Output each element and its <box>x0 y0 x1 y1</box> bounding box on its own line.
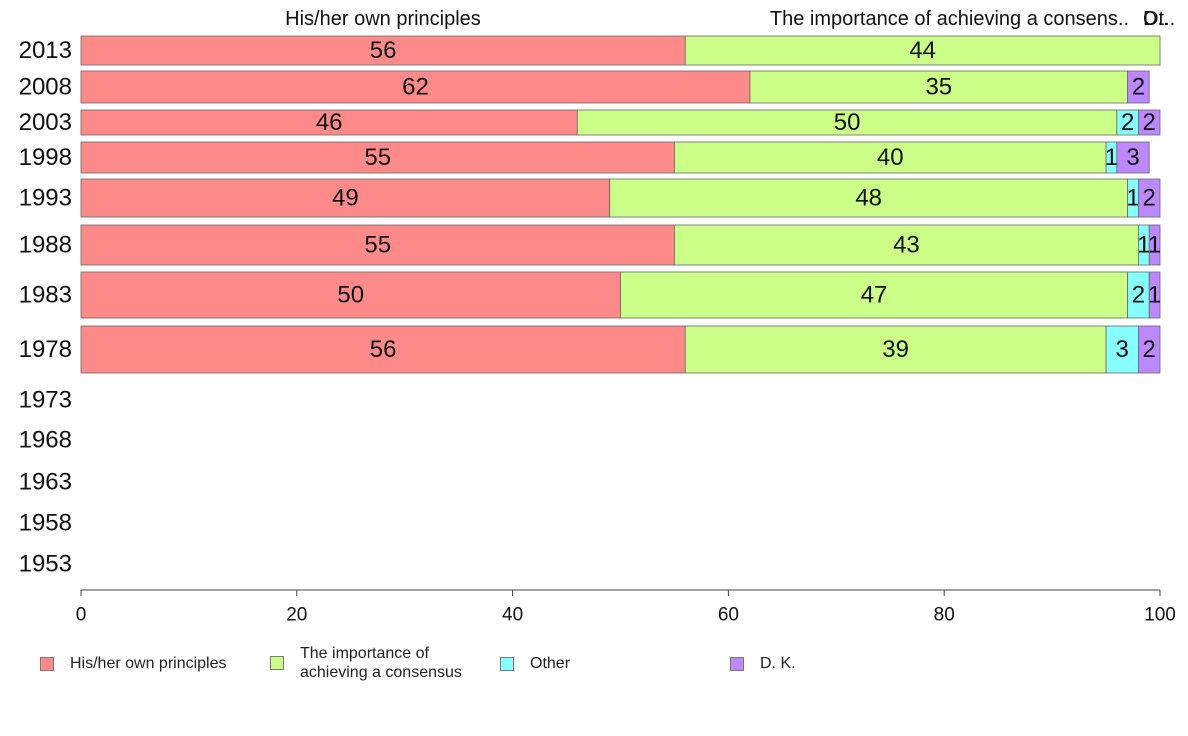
top-series-label: The importance of achieving a consens.. <box>770 8 1129 30</box>
y-tick-label: 1988 <box>19 232 72 259</box>
y-tick-label: 1973 <box>19 387 72 414</box>
bar-segment <box>1138 178 1161 218</box>
bar-segment <box>80 325 686 374</box>
data-label: 47 <box>861 282 888 309</box>
top-series-label: Ot.. <box>1143 8 1175 30</box>
y-tick-label: 2003 <box>19 109 72 136</box>
legend-swatch-consensus <box>270 656 284 670</box>
data-label: 3 <box>1126 144 1139 171</box>
y-tick-label: 1978 <box>19 336 72 363</box>
x-tick-label: 80 <box>934 605 955 626</box>
legend-label-other: Other <box>530 655 571 672</box>
x-tick-label: 0 <box>76 605 87 626</box>
bar-segment <box>620 271 1129 319</box>
data-label: 62 <box>402 74 429 101</box>
data-label: 3 <box>1116 336 1129 363</box>
bar-segment <box>1138 109 1161 136</box>
data-label: 49 <box>332 185 359 212</box>
bar-segment <box>1127 70 1150 104</box>
data-label: 50 <box>834 109 861 136</box>
data-label: 1 <box>1126 185 1139 212</box>
top-series-label: D.. <box>1143 8 1169 30</box>
y-tick-label: 1958 <box>19 510 72 537</box>
bar-segment <box>684 35 1161 66</box>
bar-segment <box>1105 325 1139 374</box>
y-tick-label: 1993 <box>19 185 72 212</box>
legend-swatch-principles <box>40 656 54 671</box>
legend: His/her own principles The importance of… <box>0 640 1188 700</box>
y-tick-label: 1968 <box>19 427 72 454</box>
legend-item-principles: His/her own principles <box>40 654 227 673</box>
data-label: 2 <box>1132 282 1145 309</box>
data-label: 50 <box>337 282 364 309</box>
data-label: 2 <box>1132 74 1145 101</box>
legend-label-dk: D. K. <box>760 655 796 672</box>
data-label: 48 <box>855 185 882 212</box>
top-labels: His/her own principles The importance of … <box>285 8 1175 30</box>
bar-segment <box>609 178 1129 218</box>
data-label: 55 <box>364 232 391 259</box>
legend-swatch-other <box>500 656 514 671</box>
y-tick-label: 1953 <box>19 551 72 578</box>
bar-segment <box>1138 325 1161 374</box>
x-tick-label: 60 <box>718 605 739 626</box>
legend-item-dk: D. K. <box>730 654 796 673</box>
top-series-label: His/her own principles <box>285 8 481 30</box>
data-label: 2 <box>1143 336 1156 363</box>
y-tick-label: 1963 <box>19 469 72 496</box>
bar-segment <box>80 178 611 218</box>
legend-item-other: Other <box>500 654 570 673</box>
bar-segment <box>1148 271 1161 319</box>
x-tick-label: 20 <box>286 605 307 626</box>
x-axis: 0 20 40 60 80 100 <box>76 589 1176 626</box>
data-label: 1 <box>1105 144 1118 171</box>
data-label: 44 <box>909 37 936 64</box>
legend-label-principles: His/her own principles <box>70 655 227 672</box>
bar-segment <box>674 141 1107 174</box>
y-tick-label: 1998 <box>19 144 72 171</box>
data-label: 2 <box>1121 109 1134 136</box>
data-label: 1 <box>1148 232 1161 259</box>
legend-label-consensus: The importance of achieving a consensus <box>300 645 462 681</box>
y-axis-labels: 2013 2008 2003 1998 1993 1988 1983 1978 1973 1968… <box>19 37 72 578</box>
bar-segment <box>684 325 1107 374</box>
data-label: 56 <box>370 336 397 363</box>
data-label: 39 <box>882 336 909 363</box>
data-label: 46 <box>316 109 343 136</box>
data-label: 56 <box>370 37 397 64</box>
y-tick-label: 2008 <box>19 74 72 101</box>
x-tick-label: 100 <box>1144 605 1176 626</box>
data-label: 1 <box>1148 282 1161 309</box>
bar-segment <box>80 141 675 174</box>
data-label: 2 <box>1143 185 1156 212</box>
legend-item-consensus: The importance of achieving a consensus <box>270 644 462 682</box>
stacked-bar-chart: His/her own principles The importance of … <box>19 8 1176 626</box>
legend-swatch-dk <box>730 656 744 671</box>
data-label: 40 <box>877 144 904 171</box>
y-tick-label: 1983 <box>19 282 72 309</box>
y-tick-label: 2013 <box>19 37 72 64</box>
x-tick-label: 40 <box>502 605 523 626</box>
bar-segment <box>80 271 621 319</box>
bar-segment <box>1148 224 1161 266</box>
bar-segment <box>674 224 1139 266</box>
bar-segment <box>576 109 1118 136</box>
bar-segment <box>1116 141 1150 174</box>
bar-segment <box>80 109 578 136</box>
data-label: 2 <box>1143 109 1156 136</box>
data-label: 1 <box>1137 232 1150 259</box>
data-label: 43 <box>893 232 920 259</box>
data-label: 35 <box>925 74 952 101</box>
data-label: 55 <box>364 144 391 171</box>
